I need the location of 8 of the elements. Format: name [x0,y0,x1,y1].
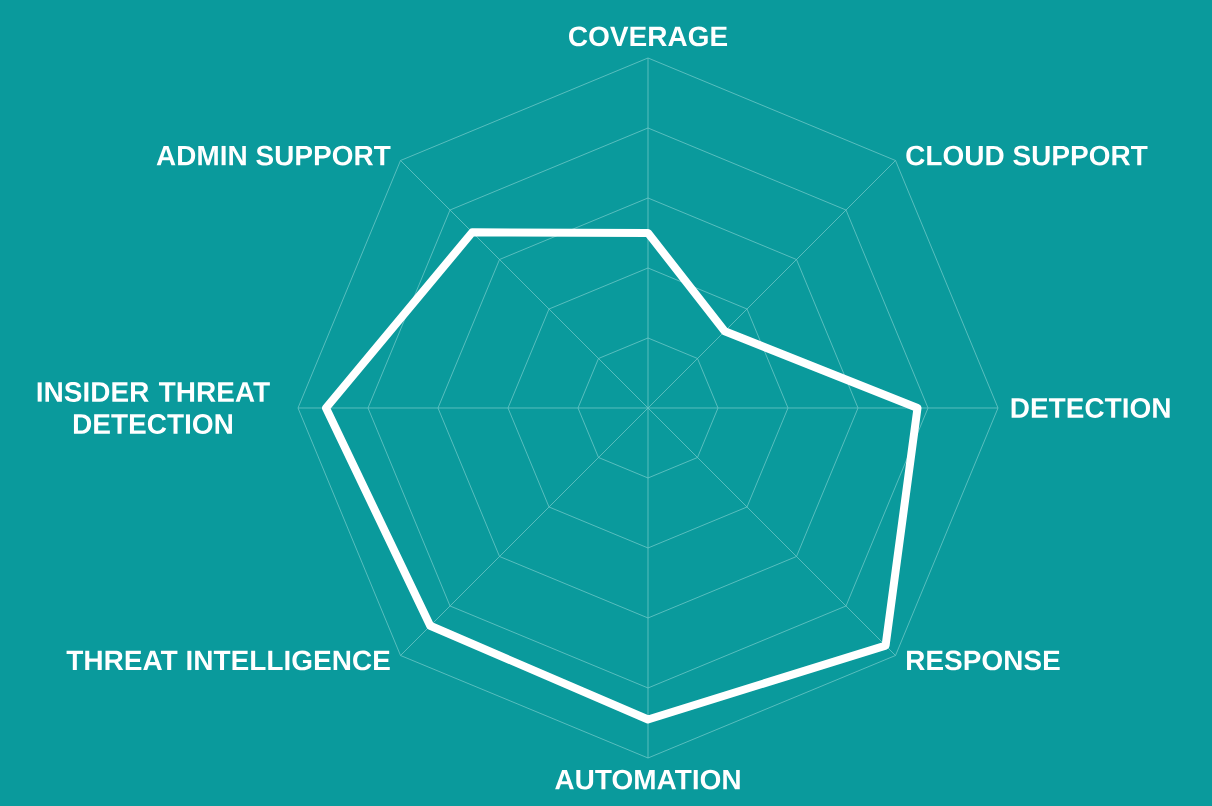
spoke-label: CLOUD SUPPORT [906,145,1148,166]
spoke-label: DETECTION [1011,398,1170,418]
spoke-label: INSIDER THREAT DETECTION [37,382,270,434]
spoke-label: RESPONSE [907,650,1060,671]
spoke-label: THREAT INTELLIGENCE [66,650,390,671]
spoke-label: ADMIN SUPPORT [156,145,391,166]
spoke-label: AUTOMATION [555,769,740,790]
spoke-label: COVERAGE [569,26,728,47]
